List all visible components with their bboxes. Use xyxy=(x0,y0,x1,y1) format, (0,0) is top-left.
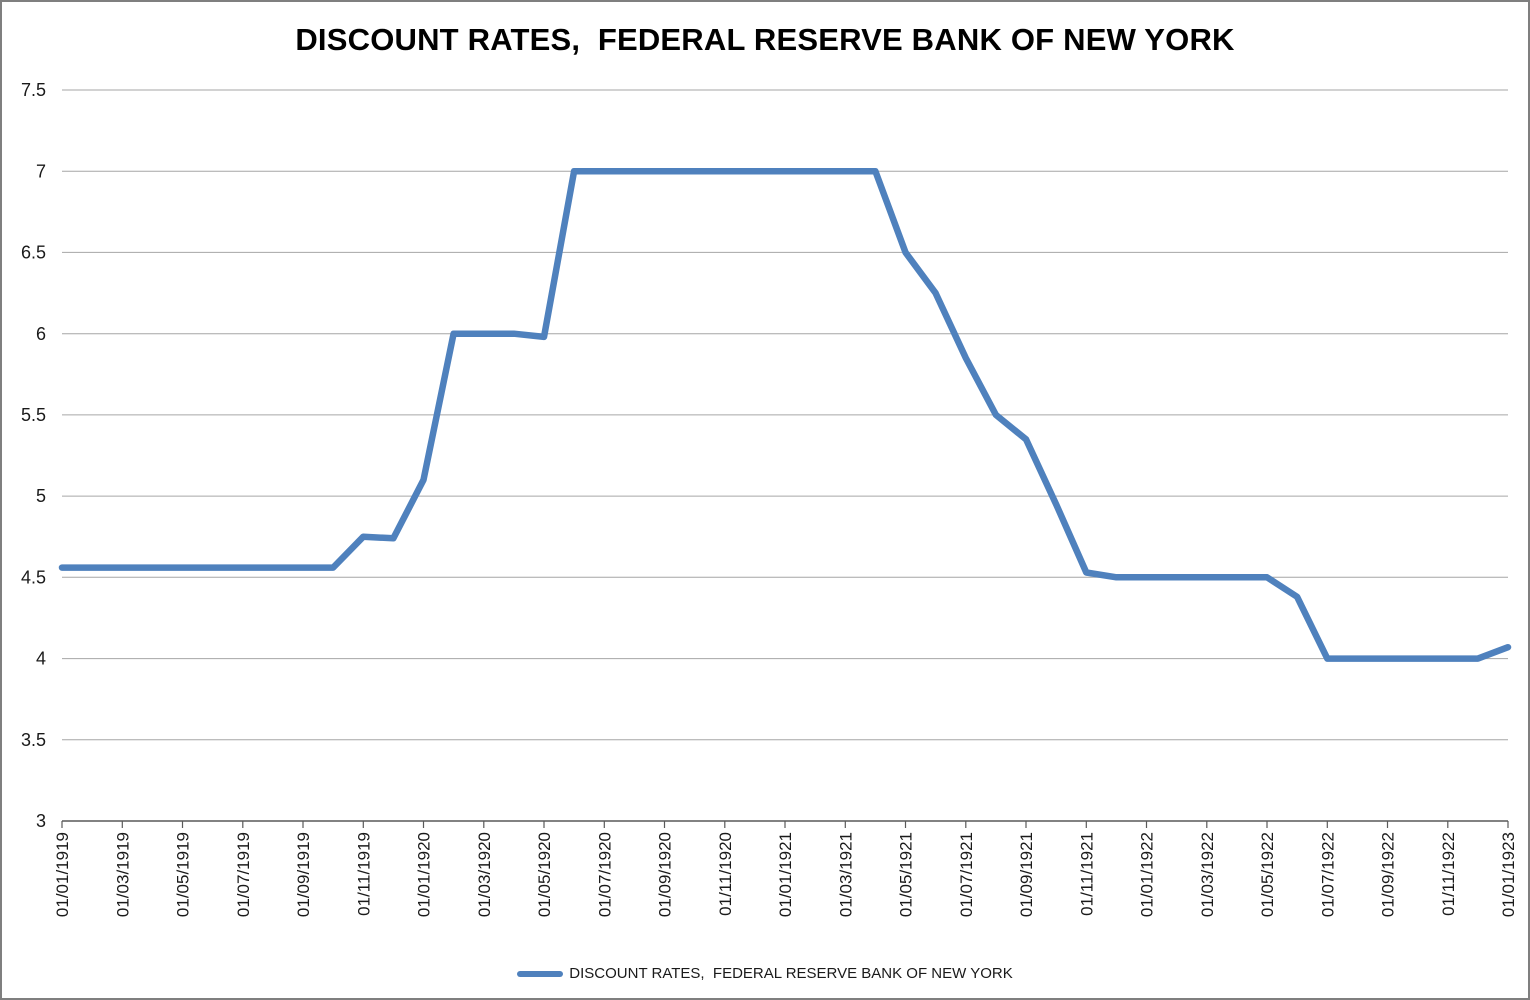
x-axis-tick-label: 01/07/1920 xyxy=(595,832,614,917)
y-axis-tick-label: 5.5 xyxy=(21,405,46,425)
x-axis-tick-label: 01/07/1919 xyxy=(234,832,253,917)
x-axis-tick-label: 01/01/1921 xyxy=(776,832,795,917)
y-axis-tick-label: 6.5 xyxy=(21,243,46,263)
x-axis-tick-label: 01/03/1919 xyxy=(113,832,132,917)
y-axis-tick-label: 5 xyxy=(36,486,46,506)
y-axis-tick-label: 3.5 xyxy=(21,730,46,750)
x-axis-tick-label: 01/09/1922 xyxy=(1379,832,1398,917)
x-axis-tick-label: 01/01/1922 xyxy=(1138,832,1157,917)
x-axis-tick-label: 01/03/1921 xyxy=(836,832,855,917)
y-axis-tick-label: 3 xyxy=(36,811,46,831)
chart-legend: DISCOUNT RATES, FEDERAL RESERVE BANK OF … xyxy=(2,965,1528,982)
x-axis-tick-label: 01/01/1919 xyxy=(53,832,72,917)
x-axis-tick-label: 01/11/1919 xyxy=(354,832,373,916)
series-line xyxy=(58,167,1512,662)
x-axis-tick-label: 01/05/1921 xyxy=(897,832,916,917)
x-axis-tick-label: 01/03/1922 xyxy=(1198,832,1217,917)
x-axis-tick-label: 01/05/1922 xyxy=(1258,832,1277,917)
y-axis-tick-label: 4 xyxy=(36,649,46,669)
y-axis-tick-label: 6 xyxy=(36,324,46,344)
y-axis-tick-label: 7.5 xyxy=(21,80,46,100)
x-axis-tick-label: 01/05/1920 xyxy=(535,832,554,917)
x-axis-tick-label: 01/09/1921 xyxy=(1017,832,1036,917)
legend-line-swatch xyxy=(517,970,564,977)
x-axis-tick-label: 01/07/1922 xyxy=(1318,832,1337,917)
x-axis-tick-label: 01/01/1920 xyxy=(415,832,434,917)
x-axis-tick-label: 01/11/1922 xyxy=(1439,832,1458,916)
x-axis-tick-label: 01/03/1920 xyxy=(475,832,494,917)
x-axis-tick-label: 01/09/1919 xyxy=(294,832,313,917)
legend-label: DISCOUNT RATES, FEDERAL RESERVE BANK OF … xyxy=(569,965,1013,982)
x-axis-tick-label: 01/09/1920 xyxy=(656,832,675,917)
x-axis-tick-label: 01/05/1919 xyxy=(174,832,193,917)
x-axis-tick-label: 01/11/1921 xyxy=(1077,832,1096,916)
x-axis-tick-label: 01/01/1923 xyxy=(1499,832,1518,917)
x-axis-tick-label: 01/11/1920 xyxy=(716,832,735,916)
y-axis-tick-label: 4.5 xyxy=(21,567,46,587)
y-axis-tick-label: 7 xyxy=(36,161,46,181)
x-axis-tick-label: 01/07/1921 xyxy=(957,832,976,917)
chart-title: DISCOUNT RATES, FEDERAL RESERVE BANK OF … xyxy=(295,22,1235,57)
